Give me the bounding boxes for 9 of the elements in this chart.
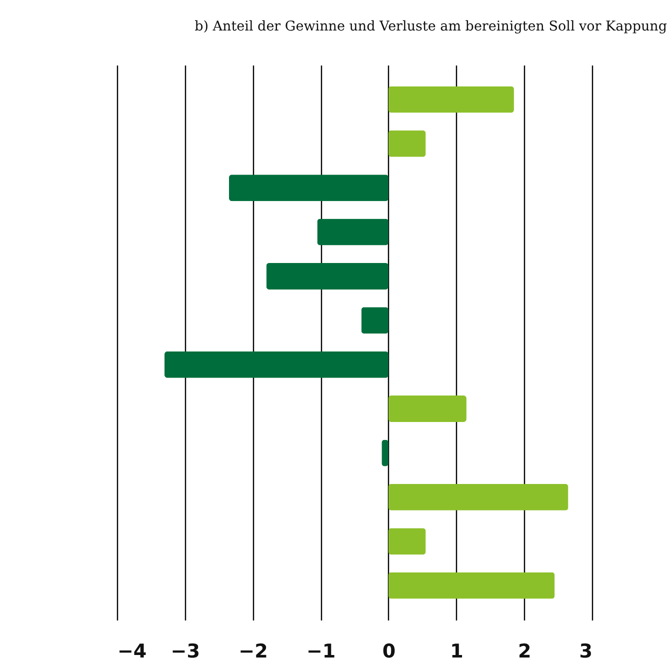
x-tick-label: 3: [579, 640, 592, 662]
x-tick-label: −3: [170, 640, 200, 662]
x-tick-label: 0: [382, 640, 396, 662]
x-tick-label: −4: [118, 640, 147, 662]
x-tick-label: −1: [306, 640, 336, 662]
chart-title: b) Anteil der Gewinne und Verluste am bereinigten Soll vor Kappung: [194, 18, 668, 34]
x-tick-label: 1: [450, 640, 464, 662]
x-tick-label: −2: [238, 640, 268, 662]
x-tick-label: 2: [518, 640, 532, 662]
